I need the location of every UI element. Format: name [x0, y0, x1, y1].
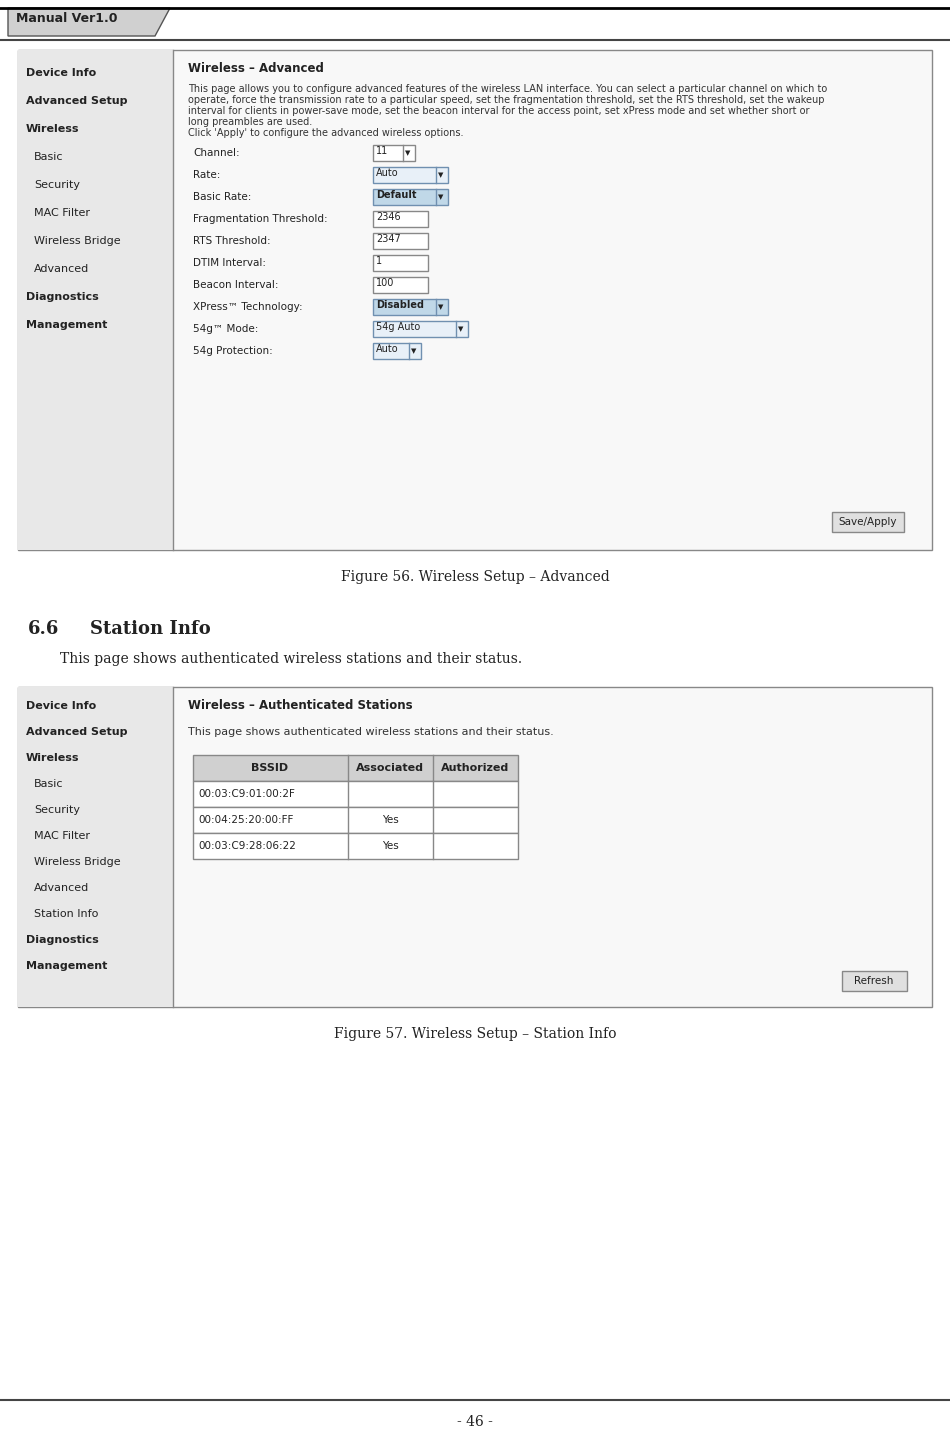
- Text: Device Info: Device Info: [26, 701, 96, 711]
- Bar: [18, 50, 173, 550]
- Text: Save/Apply: Save/Apply: [839, 517, 897, 527]
- Text: This page shows authenticated wireless stations and their status.: This page shows authenticated wireless s…: [188, 727, 554, 737]
- Text: DTIM Interval:: DTIM Interval:: [193, 258, 266, 268]
- Bar: [193, 780, 518, 806]
- Text: XPress™ Technology:: XPress™ Technology:: [193, 302, 303, 312]
- Bar: [373, 167, 448, 183]
- Bar: [373, 233, 428, 249]
- Text: ▼: ▼: [458, 325, 464, 333]
- Bar: [193, 806, 518, 832]
- Text: ▼: ▼: [438, 194, 444, 200]
- Text: Wireless: Wireless: [26, 753, 80, 763]
- Text: Security: Security: [34, 805, 80, 815]
- Text: 2346: 2346: [376, 212, 401, 222]
- Text: Security: Security: [34, 180, 80, 190]
- Text: Yes: Yes: [382, 841, 398, 851]
- Text: Manual Ver1.0: Manual Ver1.0: [16, 12, 118, 24]
- Text: Wireless Bridge: Wireless Bridge: [34, 857, 121, 867]
- Text: 54g™ Mode:: 54g™ Mode:: [193, 324, 258, 334]
- Text: Figure 57. Wireless Setup – Station Info: Figure 57. Wireless Setup – Station Info: [333, 1027, 617, 1041]
- Bar: [373, 321, 468, 337]
- Text: ▼: ▼: [405, 150, 410, 156]
- Text: 00:03:C9:28:06:22: 00:03:C9:28:06:22: [198, 841, 295, 851]
- Bar: [373, 276, 428, 292]
- Text: interval for clients in power-save mode, set the beacon interval for the access : interval for clients in power-save mode,…: [188, 107, 809, 117]
- Text: Station Info: Station Info: [90, 621, 211, 638]
- Text: - 46 -: - 46 -: [457, 1416, 493, 1428]
- Bar: [373, 145, 415, 161]
- Bar: [373, 300, 448, 315]
- Text: 2347: 2347: [376, 233, 401, 243]
- Text: Associated: Associated: [356, 763, 424, 773]
- Text: Auto: Auto: [376, 344, 399, 354]
- Text: Management: Management: [26, 960, 107, 971]
- Text: Click 'Apply' to configure the advanced wireless options.: Click 'Apply' to configure the advanced …: [188, 128, 464, 138]
- Bar: [193, 755, 518, 780]
- Text: Default: Default: [376, 190, 416, 200]
- Text: Wireless – Advanced: Wireless – Advanced: [188, 62, 324, 75]
- Text: Wireless Bridge: Wireless Bridge: [34, 236, 121, 246]
- Bar: [373, 189, 448, 204]
- Text: MAC Filter: MAC Filter: [34, 831, 90, 841]
- Text: Diagnostics: Diagnostics: [26, 935, 99, 945]
- Text: Rate:: Rate:: [193, 170, 220, 180]
- Bar: [18, 50, 932, 550]
- Text: 1: 1: [376, 256, 382, 266]
- Text: Advanced Setup: Advanced Setup: [26, 96, 127, 107]
- Bar: [373, 255, 428, 271]
- Bar: [832, 513, 904, 531]
- Text: Wireless – Authenticated Stations: Wireless – Authenticated Stations: [188, 698, 412, 711]
- Text: ▼: ▼: [438, 304, 444, 310]
- Text: Beacon Interval:: Beacon Interval:: [193, 279, 278, 289]
- Text: Device Info: Device Info: [26, 68, 96, 78]
- Text: Wireless: Wireless: [26, 124, 80, 134]
- Text: Refresh: Refresh: [854, 976, 894, 986]
- Text: Basic: Basic: [34, 153, 64, 161]
- Text: RTS Threshold:: RTS Threshold:: [193, 236, 271, 246]
- Text: long preambles are used.: long preambles are used.: [188, 117, 313, 127]
- Text: Authorized: Authorized: [441, 763, 509, 773]
- Bar: [842, 971, 907, 991]
- Text: Yes: Yes: [382, 815, 398, 825]
- Bar: [18, 687, 173, 1007]
- Text: Diagnostics: Diagnostics: [26, 292, 99, 302]
- Text: MAC Filter: MAC Filter: [34, 207, 90, 217]
- Text: Advanced Setup: Advanced Setup: [26, 727, 127, 737]
- Text: 54g Protection:: 54g Protection:: [193, 346, 273, 356]
- Text: 6.6: 6.6: [28, 621, 59, 638]
- Text: BSSID: BSSID: [252, 763, 289, 773]
- Bar: [373, 343, 421, 359]
- Text: Figure 56. Wireless Setup – Advanced: Figure 56. Wireless Setup – Advanced: [341, 570, 609, 585]
- Bar: [373, 212, 428, 228]
- Text: Channel:: Channel:: [193, 148, 239, 158]
- Text: ▼: ▼: [411, 348, 416, 354]
- Text: Management: Management: [26, 320, 107, 330]
- Bar: [193, 832, 518, 860]
- Text: Station Info: Station Info: [34, 909, 99, 919]
- Bar: [18, 687, 932, 1007]
- Text: Advanced: Advanced: [34, 264, 89, 274]
- Text: Advanced: Advanced: [34, 883, 89, 893]
- Text: 00:03:C9:01:00:2F: 00:03:C9:01:00:2F: [198, 789, 294, 799]
- Text: Basic: Basic: [34, 779, 64, 789]
- Text: Disabled: Disabled: [376, 300, 424, 310]
- Text: Auto: Auto: [376, 168, 399, 179]
- Text: ▼: ▼: [438, 171, 444, 179]
- Text: This page shows authenticated wireless stations and their status.: This page shows authenticated wireless s…: [60, 652, 522, 665]
- Text: 54g Auto: 54g Auto: [376, 323, 420, 333]
- Text: 11: 11: [376, 145, 389, 156]
- Text: operate, force the transmission rate to a particular speed, set the fragmentatio: operate, force the transmission rate to …: [188, 95, 825, 105]
- Text: Basic Rate:: Basic Rate:: [193, 192, 252, 202]
- Text: This page allows you to configure advanced features of the wireless LAN interfac: This page allows you to configure advanc…: [188, 84, 827, 94]
- Polygon shape: [8, 9, 170, 36]
- Text: 00:04:25:20:00:FF: 00:04:25:20:00:FF: [198, 815, 294, 825]
- Text: Fragmentation Threshold:: Fragmentation Threshold:: [193, 215, 328, 225]
- Text: 100: 100: [376, 278, 394, 288]
